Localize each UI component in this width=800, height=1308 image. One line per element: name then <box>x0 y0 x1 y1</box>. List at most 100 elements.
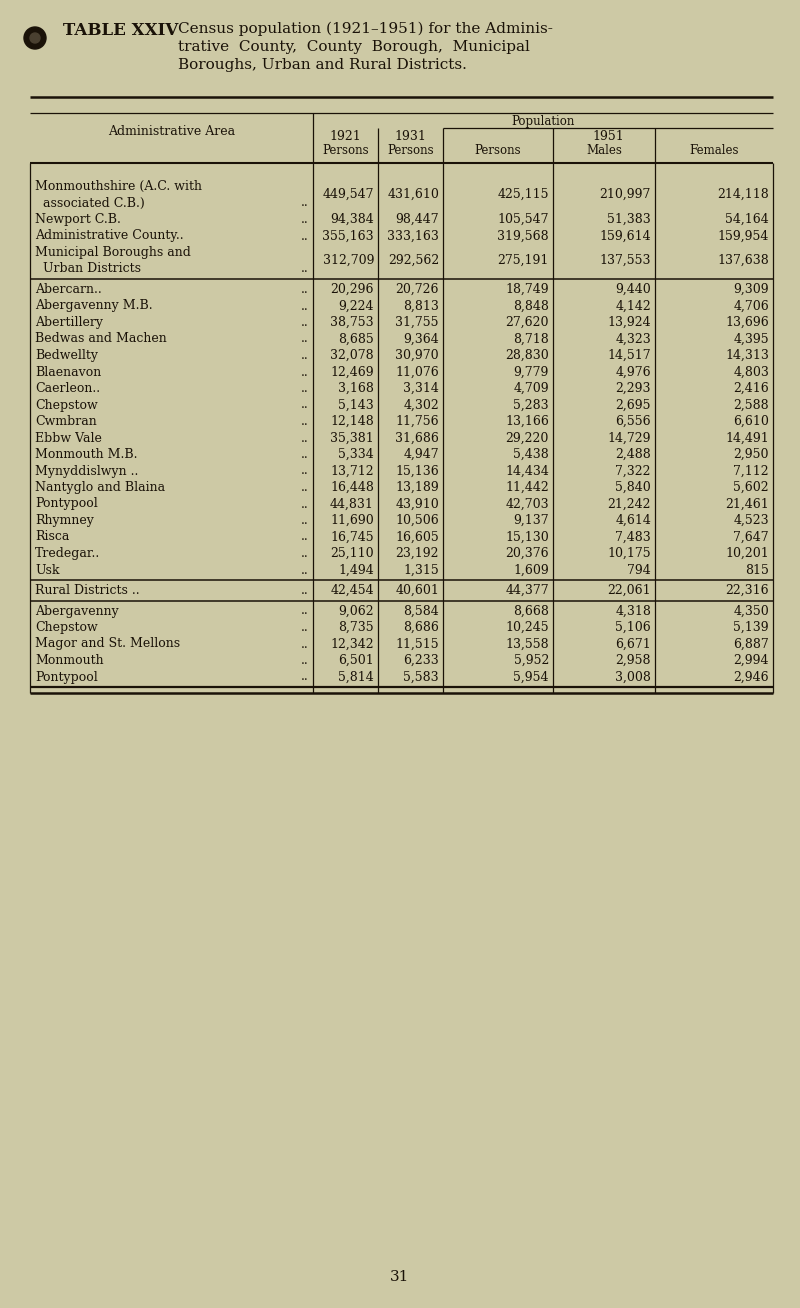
Text: 11,756: 11,756 <box>395 415 439 428</box>
Text: 10,506: 10,506 <box>395 514 439 527</box>
Text: 4,323: 4,323 <box>615 332 651 345</box>
Text: Persons: Persons <box>387 144 434 157</box>
Text: Administrative County..: Administrative County.. <box>35 229 184 242</box>
Text: 14,517: 14,517 <box>607 349 651 362</box>
Text: 159,954: 159,954 <box>718 229 769 242</box>
Text: 12,469: 12,469 <box>330 365 374 378</box>
Text: 5,954: 5,954 <box>514 671 549 684</box>
Text: trative  County,  County  Borough,  Municipal: trative County, County Borough, Municipa… <box>178 41 530 54</box>
Text: 54,164: 54,164 <box>726 213 769 226</box>
Text: Monmouthshire (A.C. with: Monmouthshire (A.C. with <box>35 181 202 194</box>
Text: ..: .. <box>302 481 309 494</box>
Text: 9,779: 9,779 <box>514 365 549 378</box>
Text: Monmouth M.B.: Monmouth M.B. <box>35 449 138 460</box>
Text: 105,547: 105,547 <box>498 213 549 226</box>
Text: 14,729: 14,729 <box>607 432 651 445</box>
Text: ..: .. <box>302 514 309 527</box>
Text: 1951: 1951 <box>592 129 624 143</box>
Text: Pontypool: Pontypool <box>35 497 98 510</box>
Text: 10,175: 10,175 <box>607 547 651 560</box>
Text: 4,803: 4,803 <box>733 365 769 378</box>
Text: 5,438: 5,438 <box>514 449 549 460</box>
Text: ..: .. <box>302 365 309 378</box>
Text: 355,163: 355,163 <box>322 229 374 242</box>
Text: Usk: Usk <box>35 564 59 577</box>
Text: ..: .. <box>302 621 309 634</box>
Text: ..: .. <box>302 547 309 560</box>
Text: 4,142: 4,142 <box>615 300 651 313</box>
Text: 2,488: 2,488 <box>615 449 651 460</box>
Text: 5,139: 5,139 <box>734 621 769 634</box>
Text: 9,062: 9,062 <box>338 604 374 617</box>
Text: ..: .. <box>302 671 309 684</box>
Text: 4,709: 4,709 <box>514 382 549 395</box>
Text: 5,143: 5,143 <box>338 399 374 412</box>
Text: Monmouth: Monmouth <box>35 654 104 667</box>
Text: 4,395: 4,395 <box>734 332 769 345</box>
Text: ..: .. <box>302 196 309 209</box>
Text: 14,491: 14,491 <box>726 432 769 445</box>
Text: 3,168: 3,168 <box>338 382 374 395</box>
Text: Municipal Boroughs and: Municipal Boroughs and <box>35 246 191 259</box>
Text: Chepstow: Chepstow <box>35 621 98 634</box>
Text: Risca: Risca <box>35 531 70 544</box>
Text: 8,685: 8,685 <box>338 332 374 345</box>
Text: 28,830: 28,830 <box>506 349 549 362</box>
Text: 20,376: 20,376 <box>506 547 549 560</box>
Text: 5,840: 5,840 <box>615 481 651 494</box>
Text: Nantyglo and Blaina: Nantyglo and Blaina <box>35 481 165 494</box>
Text: 21,461: 21,461 <box>726 497 769 510</box>
Circle shape <box>30 33 40 43</box>
Text: ..: .. <box>302 229 309 242</box>
Text: 31,686: 31,686 <box>395 432 439 445</box>
Text: 815: 815 <box>745 564 769 577</box>
Text: 2,588: 2,588 <box>734 399 769 412</box>
Text: 13,924: 13,924 <box>607 317 651 330</box>
Text: 51,383: 51,383 <box>607 213 651 226</box>
Text: 4,350: 4,350 <box>734 604 769 617</box>
Text: 13,558: 13,558 <box>506 637 549 650</box>
Text: 425,115: 425,115 <box>498 188 549 201</box>
Text: 8,718: 8,718 <box>514 332 549 345</box>
Text: 2,958: 2,958 <box>615 654 651 667</box>
Text: Population: Population <box>511 115 574 128</box>
Text: Males: Males <box>586 144 622 157</box>
Text: ..: .. <box>302 464 309 477</box>
Text: 29,220: 29,220 <box>506 432 549 445</box>
Text: 431,610: 431,610 <box>387 188 439 201</box>
Text: 40,601: 40,601 <box>395 583 439 596</box>
Text: ..: .. <box>302 332 309 345</box>
Text: 22,061: 22,061 <box>607 583 651 596</box>
Text: 6,887: 6,887 <box>734 637 769 650</box>
Text: Urban Districts: Urban Districts <box>35 263 141 276</box>
Text: 23,192: 23,192 <box>395 547 439 560</box>
Text: 5,952: 5,952 <box>514 654 549 667</box>
Text: 2,695: 2,695 <box>615 399 651 412</box>
Text: ..: .. <box>302 654 309 667</box>
Text: Rural Districts ..: Rural Districts .. <box>35 583 140 596</box>
Text: ..: .. <box>302 399 309 412</box>
Text: ..: .. <box>302 317 309 330</box>
Text: Abercarn..: Abercarn.. <box>35 283 102 296</box>
Text: 13,166: 13,166 <box>505 415 549 428</box>
Text: Cwmbran: Cwmbran <box>35 415 97 428</box>
Text: 16,605: 16,605 <box>395 531 439 544</box>
Text: 319,568: 319,568 <box>498 229 549 242</box>
Text: 9,440: 9,440 <box>615 283 651 296</box>
Text: 3,314: 3,314 <box>403 382 439 395</box>
Text: 10,245: 10,245 <box>506 621 549 634</box>
Text: 9,309: 9,309 <box>734 283 769 296</box>
Text: 333,163: 333,163 <box>387 229 439 242</box>
Text: ..: .. <box>302 449 309 460</box>
Text: ..: .. <box>302 604 309 617</box>
Text: 214,118: 214,118 <box>718 188 769 201</box>
Text: 38,753: 38,753 <box>330 317 374 330</box>
Text: 13,189: 13,189 <box>395 481 439 494</box>
Text: 4,302: 4,302 <box>403 399 439 412</box>
Text: 13,712: 13,712 <box>330 464 374 477</box>
Text: 7,647: 7,647 <box>734 531 769 544</box>
Text: 2,946: 2,946 <box>734 671 769 684</box>
Text: ..: .. <box>302 382 309 395</box>
Text: 2,994: 2,994 <box>734 654 769 667</box>
Text: 9,137: 9,137 <box>514 514 549 527</box>
